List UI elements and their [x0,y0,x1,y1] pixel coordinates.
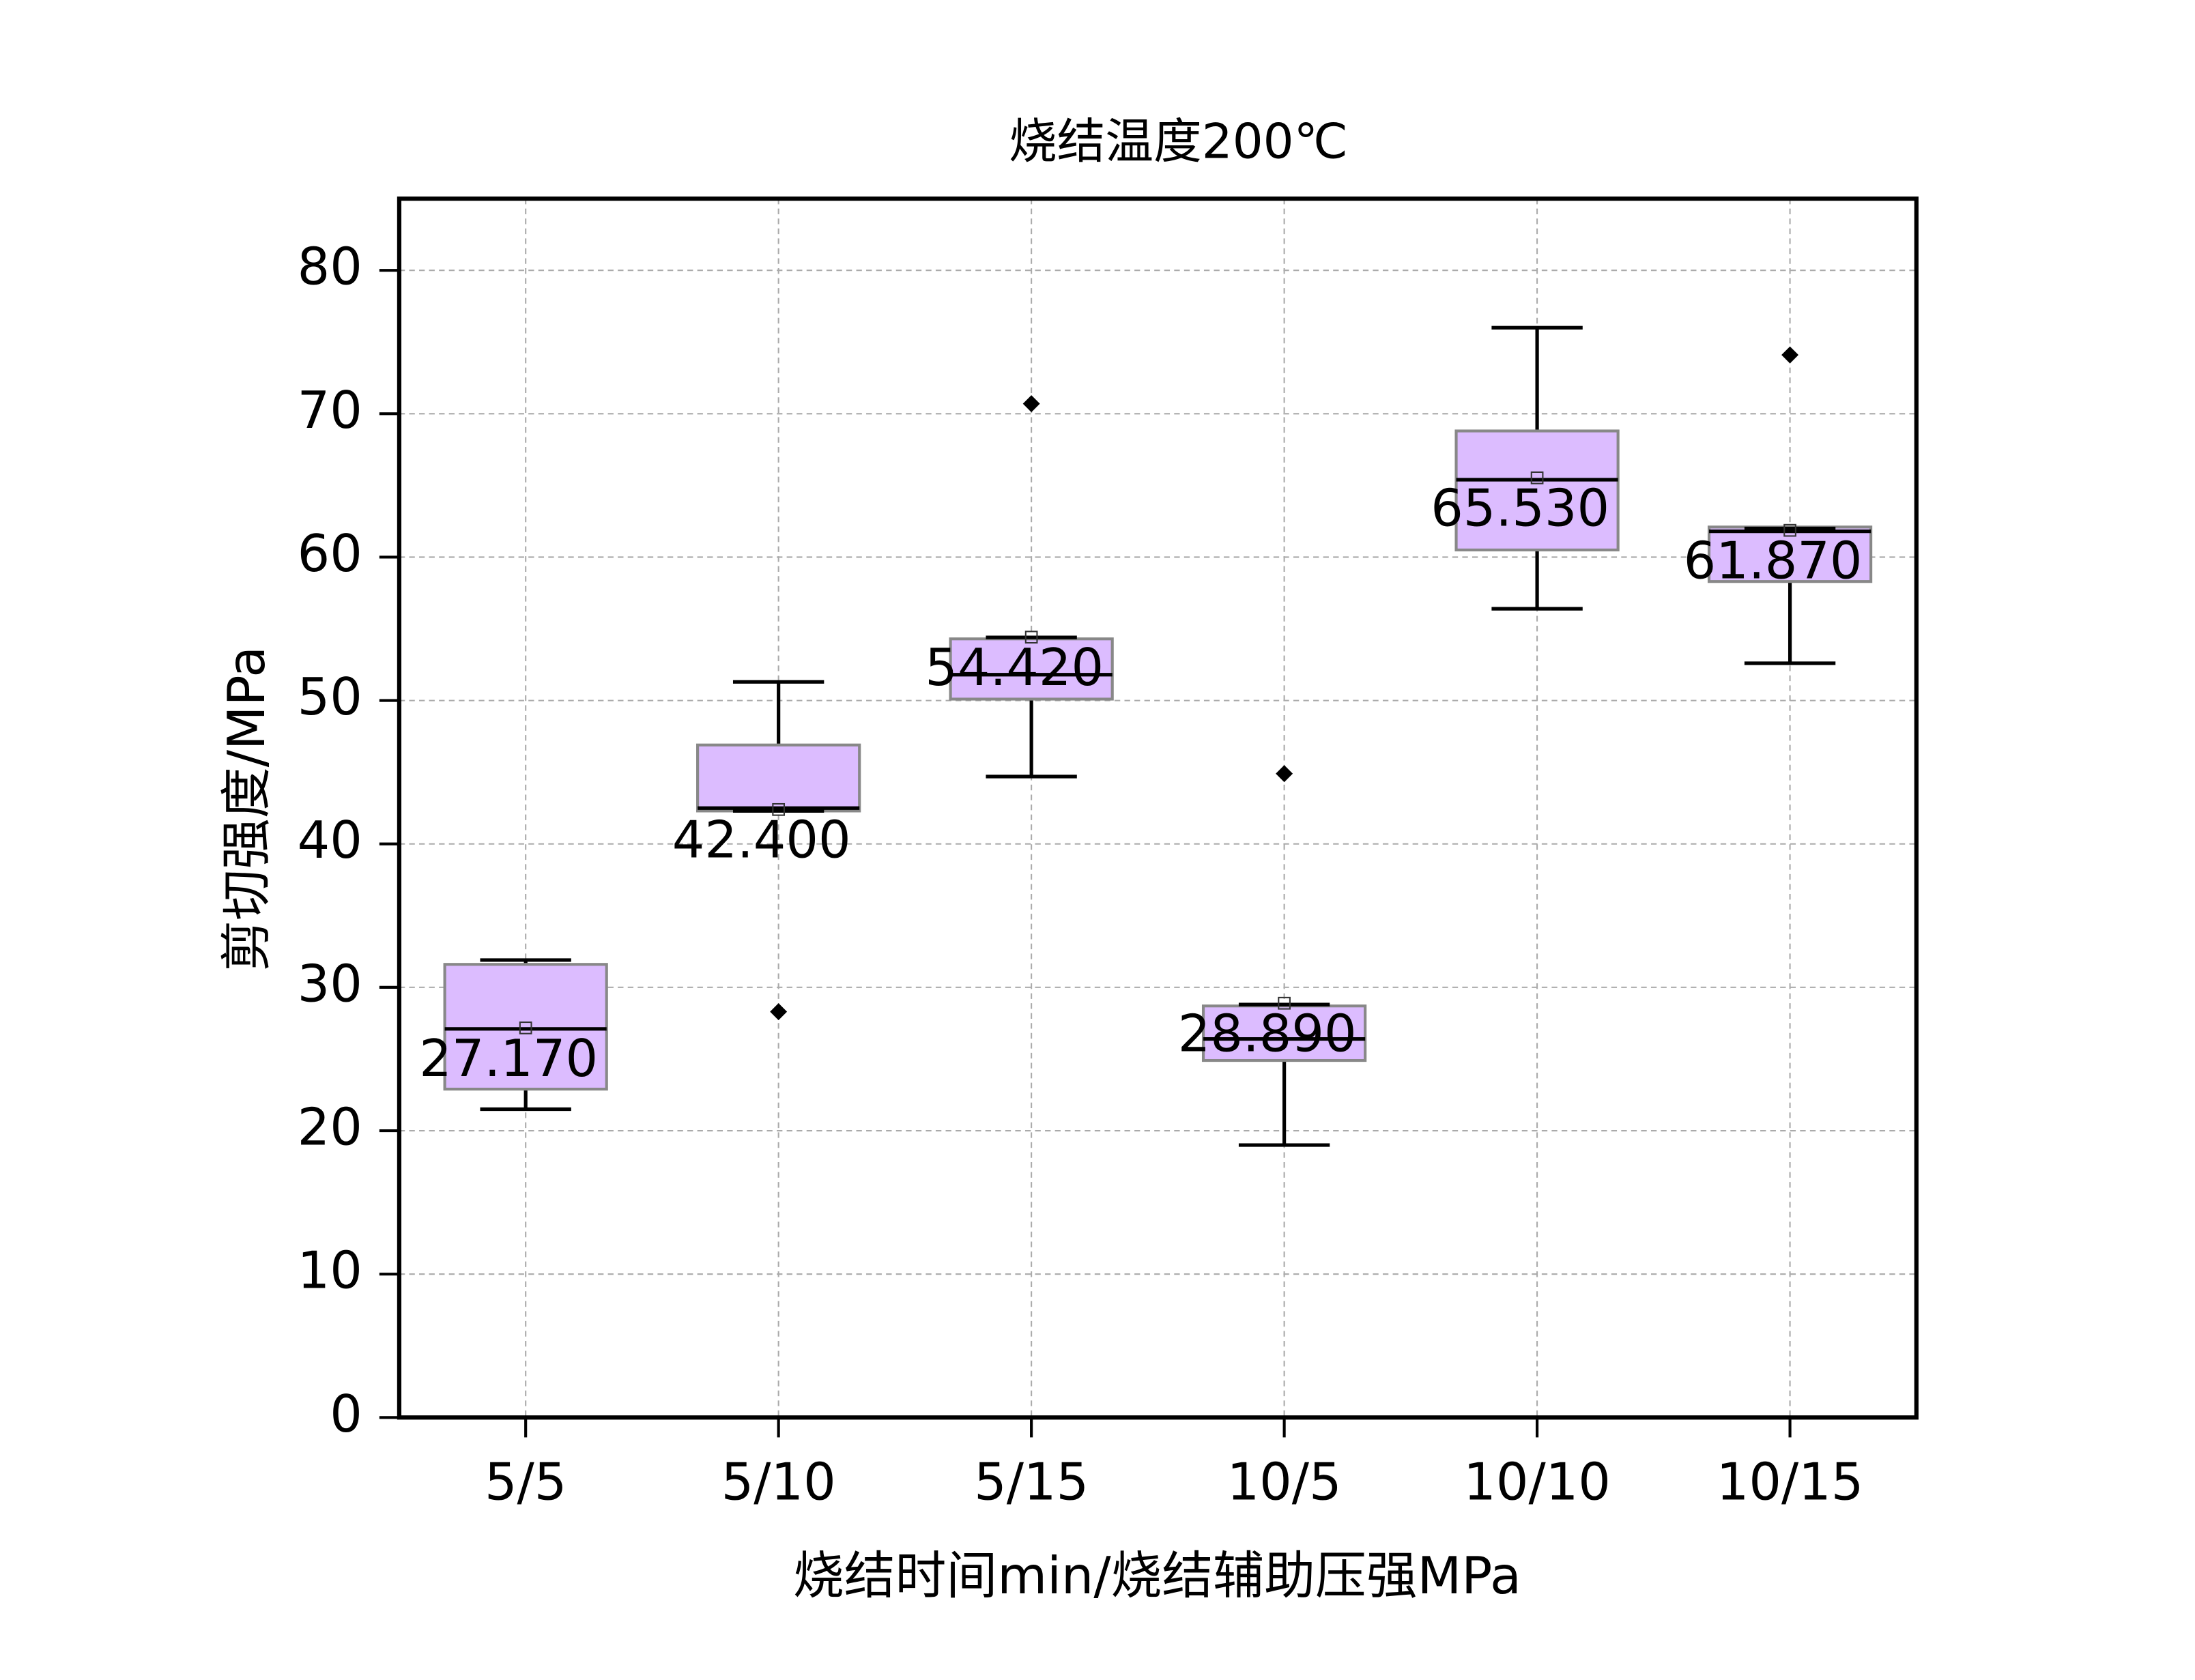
x-tick-label: 10/15 [1717,1453,1864,1512]
mean-marker [1024,631,1038,644]
outlier [1276,765,1293,783]
mean-label: 27.170 [419,1029,598,1088]
y-tick-label: 20 [298,1098,362,1157]
y-tick-label: 10 [298,1241,362,1301]
y-axis-label: 剪切强度/MPa [217,646,276,972]
mean-marker [519,1022,532,1034]
mean-label: 61.870 [1684,532,1863,591]
mean-marker [772,802,786,816]
x-tick-label: 5/5 [485,1453,566,1512]
y-tick-label: 60 [298,524,362,583]
mean-marker [1783,523,1796,537]
y-tick-label: 30 [298,954,362,1013]
outlier [770,1003,788,1021]
chart-title: 烧结温度200℃ [1009,113,1348,170]
mean-marker [1530,471,1544,484]
x-tick-label: 5/15 [974,1453,1089,1512]
box [696,743,861,813]
box [949,637,1114,701]
mean-label: 42.400 [672,811,851,870]
y-tick-label: 0 [330,1385,362,1444]
plot-frame [397,196,1919,1420]
box [1454,429,1620,552]
y-tick-label: 40 [298,811,362,870]
y-tick-label: 50 [298,667,362,727]
box [443,963,608,1091]
y-tick-label: 70 [298,381,362,440]
mean-label: 65.530 [1431,479,1609,538]
mean-marker [1278,996,1291,1010]
x-tick-label: 10/10 [1463,1453,1611,1512]
x-axis-label: 烧结时间min/烧结辅助压强MPa [793,1546,1521,1606]
outlier [1022,395,1040,413]
mean-label: 54.420 [925,638,1104,697]
x-tick-label: 10/5 [1227,1453,1342,1512]
mean-label: 28.890 [1178,1004,1357,1064]
x-tick-label: 5/10 [721,1453,836,1512]
y-tick-label: 80 [298,237,362,297]
